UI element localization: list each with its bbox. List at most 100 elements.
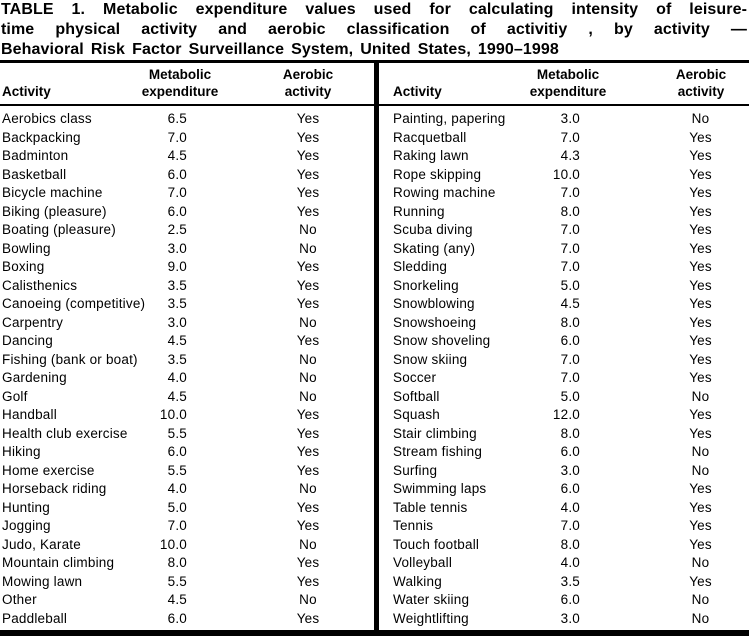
table-row: Backpacking 7.0 Yes — [0, 129, 374, 148]
aerobic-activity-cell: No — [691, 388, 710, 404]
aerobic-activity-cell: No — [691, 610, 710, 626]
table-row: Judo, Karate 10.0 No — [0, 536, 374, 555]
aerobic-activity-cell: Yes — [296, 185, 320, 200]
rule-bottom — [0, 630, 749, 636]
table-row: Weightlifting 3.0 No — [380, 610, 749, 629]
aerobic-activity-cell: Yes — [296, 277, 320, 293]
metabolic-expenditure-cell: 8.0 — [560, 425, 580, 441]
metabolic-expenditure-cell: 4.0 — [560, 555, 580, 570]
table-row: Tennis 7.0 Yes — [380, 517, 749, 536]
activity-cell: Health club exercise — [2, 425, 128, 441]
activity-cell: Boating (pleasure) — [2, 222, 116, 237]
table-row: Paddleball 6.0 Yes — [0, 610, 374, 629]
aerobic-activity-cell: Yes — [689, 499, 712, 515]
table-row: Calisthenics 3.5 Yes — [0, 277, 374, 296]
table-row: Racquetball 7.0 Yes — [380, 129, 749, 148]
aerobic-activity-cell: No — [691, 462, 710, 478]
activity-cell: Volleyball — [393, 555, 453, 570]
table-row: Mountain climbing 8.0 Yes — [0, 554, 374, 573]
aerobic-activity-cell: No — [299, 351, 317, 367]
table-row: Horseback riding 4.0 No — [0, 480, 374, 499]
table-row: Running 8.0 Yes — [380, 203, 749, 222]
metabolic-expenditure-cell: 10.0 — [159, 407, 187, 422]
aerobic-activity-cell: Yes — [689, 407, 712, 422]
activity-cell: Gardening — [2, 370, 67, 385]
activity-cell: Painting, papering — [393, 111, 506, 126]
activity-cell: Surfing — [393, 462, 438, 478]
table-row: Aerobics class 6.5 Yes — [0, 110, 374, 129]
table-row: Skating (any) 7.0 Yes — [380, 240, 749, 259]
metabolic-expenditure-cell: 6.0 — [560, 444, 580, 459]
table-body-right: Painting, papering 3.0 No Racquetball 7.0 Yes… — [380, 110, 749, 628]
table-row: Raking lawn 4.3 Yes — [380, 147, 749, 166]
table-row: Swimming laps 6.0 Yes — [380, 480, 749, 499]
table-row: Walking 3.5 Yes — [380, 573, 749, 592]
aerobic-activity-cell: No — [691, 592, 710, 607]
column-header-activity-left: Activity — [2, 84, 51, 99]
metabolic-expenditure-cell: 5.0 — [560, 388, 580, 404]
activity-cell: Snow shoveling — [393, 333, 491, 348]
aerobic-activity-cell: No — [299, 240, 317, 256]
metabolic-expenditure-cell: 4.5 — [560, 296, 580, 311]
aerobic-activity-cell: Yes — [296, 555, 320, 570]
metabolic-expenditure-cell: 7.0 — [560, 129, 580, 145]
metabolic-expenditure-cell: 10.0 — [159, 536, 187, 552]
metabolic-expenditure-cell: 7.0 — [167, 185, 187, 200]
activity-cell: Fishing (bank or boat) — [2, 351, 138, 367]
metabolic-expenditure-cell: 6.5 — [167, 111, 187, 126]
metabolic-expenditure-cell: 7.0 — [560, 185, 580, 200]
metabolic-expenditure-cell: 7.0 — [560, 518, 580, 533]
aerobic-activity-cell: Yes — [689, 277, 712, 293]
table-row: Soccer 7.0 Yes — [380, 369, 749, 388]
aerobic-activity-cell: No — [299, 314, 317, 330]
metabolic-expenditure-cell: 6.0 — [560, 481, 580, 496]
activity-cell: Bicycle machine — [2, 185, 103, 200]
column-header-metabolic-right: Metabolic expenditure — [529, 67, 607, 99]
activity-cell: Badminton — [2, 148, 69, 163]
table-row: Snowshoeing 8.0 Yes — [380, 314, 749, 333]
activity-cell: Basketball — [2, 166, 67, 182]
metabolic-expenditure-cell: 6.0 — [167, 203, 187, 219]
aerobic-activity-cell: Yes — [296, 166, 320, 182]
aerobic-activity-cell: Yes — [689, 240, 712, 256]
activity-cell: Rowing machine — [393, 185, 496, 200]
metabolic-expenditure-cell: 3.5 — [167, 296, 187, 311]
aerobic-activity-cell: Yes — [689, 129, 712, 145]
column-header-aerobic-right: Aerobic activity — [675, 67, 727, 99]
table-row: Stair climbing 8.0 Yes — [380, 425, 749, 444]
activity-cell: Water skiing — [393, 592, 470, 607]
activity-cell: Hunting — [2, 499, 50, 515]
aerobic-activity-cell: Yes — [296, 573, 320, 589]
activity-cell: Bowling — [2, 240, 51, 256]
activity-cell: Carpentry — [2, 314, 64, 330]
table-row: Squash 12.0 Yes — [380, 406, 749, 425]
activity-cell: Stream fishing — [393, 444, 483, 459]
metabolic-expenditure-cell: 7.0 — [560, 240, 580, 256]
table-row: Painting, papering 3.0 No — [380, 110, 749, 129]
metabolic-expenditure-cell: 3.0 — [560, 111, 580, 126]
table-row: Touch football 8.0 Yes — [380, 536, 749, 555]
activity-cell: Softball — [393, 388, 440, 404]
table-row: Golf 4.5 No — [0, 388, 374, 407]
table-row: Dancing 4.5 Yes — [0, 332, 374, 351]
table-row: Canoeing (competitive) 3.5 Yes — [0, 295, 374, 314]
activity-cell: Canoeing (competitive) — [2, 296, 146, 311]
aerobic-activity-cell: Yes — [296, 259, 320, 274]
aerobic-activity-cell: Yes — [689, 425, 712, 441]
activity-cell: Racquetball — [393, 129, 467, 145]
activity-cell: Horseback riding — [2, 481, 107, 496]
activity-cell: Running — [393, 203, 445, 219]
aerobic-activity-cell: Yes — [689, 296, 712, 311]
metabolic-expenditure-cell: 7.0 — [167, 518, 187, 533]
column-header-metabolic-left: Metabolic expenditure — [141, 67, 219, 99]
table-row: Water skiing 6.0 No — [380, 591, 749, 610]
table-title-line-3: Behavioral Risk Factor Surveillance Syst… — [1, 41, 559, 58]
table-row: Volleyball 4.0 No — [380, 554, 749, 573]
activity-cell: Jogging — [2, 518, 51, 533]
aerobic-activity-cell: No — [299, 388, 317, 404]
activity-cell: Scuba diving — [393, 222, 473, 237]
metabolic-expenditure-cell: 3.0 — [560, 610, 580, 626]
aerobic-activity-cell: Yes — [296, 462, 320, 478]
aerobic-activity-cell: Yes — [689, 148, 712, 163]
